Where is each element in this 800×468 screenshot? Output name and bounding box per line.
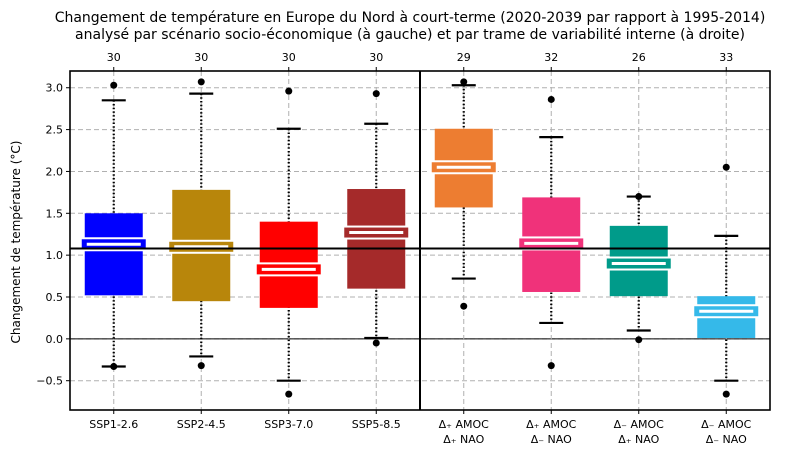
outlier-point	[372, 339, 380, 347]
x-tick-label: Δ₊ AMOC	[439, 418, 490, 431]
x-tick-label: SSP2-4.5	[177, 418, 226, 431]
x-tick-label-line2: Δ₊ NAO	[443, 433, 484, 446]
count-label: 30	[282, 51, 296, 64]
chart-title: Changement de température en Europe du N…	[55, 10, 766, 26]
outlier-point	[285, 87, 293, 95]
y-tick-label: 0.5	[46, 291, 64, 304]
outlier-point	[460, 78, 468, 86]
plot-frame	[69, 70, 771, 411]
outlier-point	[197, 362, 205, 370]
outlier-point	[110, 81, 118, 89]
y-tick-label: 0.0	[46, 333, 64, 346]
count-label: 29	[457, 51, 471, 64]
x-tick-label: Δ₋ AMOC	[701, 418, 752, 431]
x-tick-label: SSP5-8.5	[352, 418, 401, 431]
y-tick-label: 3.0	[46, 82, 64, 95]
x-tick-label-line2: Δ₋ NAO	[531, 433, 572, 446]
count-label: 33	[719, 51, 733, 64]
outlier-point	[635, 336, 643, 344]
y-tick-label: 2.5	[46, 124, 64, 137]
x-tick-label: Δ₋ AMOC	[614, 418, 665, 431]
y-tick-label: −0.5	[36, 375, 63, 388]
outlier-point	[547, 362, 555, 370]
outlier-point	[722, 163, 730, 171]
marks-layer	[70, 78, 770, 398]
axes-layer: −0.5 0.0 0.5 1.0 1.5 2.0 2.5 3.0 30 SSP1-2.6 30 SSP…	[36, 51, 771, 446]
outlier-point	[547, 95, 555, 103]
outlier-point	[460, 302, 468, 310]
x-tick-label: Δ₊ AMOC	[526, 418, 577, 431]
count-label: 30	[107, 51, 121, 64]
x-tick-label: SSP3-7.0	[264, 418, 313, 431]
box-iqr	[84, 213, 143, 296]
outlier-point	[722, 390, 730, 398]
y-axis-label: Changement de température (°C)	[9, 141, 23, 344]
outlier-point	[197, 78, 205, 86]
count-label: 32	[544, 51, 558, 64]
x-tick-label: SSP1-2.6	[89, 418, 138, 431]
x-tick-label-line2: Δ₋ NAO	[706, 433, 747, 446]
outlier-point	[372, 90, 380, 98]
y-tick-label: 2.0	[46, 165, 64, 178]
y-tick-label: 1.5	[46, 207, 64, 220]
count-label: 30	[369, 51, 383, 64]
x-tick-label-line2: Δ₊ NAO	[618, 433, 659, 446]
chart-subtitle: analysé par scénario socio-économique (à…	[75, 27, 745, 43]
outlier-point	[110, 362, 118, 370]
y-tick-label: 1.0	[46, 249, 64, 262]
outlier-point	[285, 390, 293, 398]
count-label: 26	[632, 51, 646, 64]
count-label: 30	[194, 51, 208, 64]
outlier-point	[635, 193, 643, 201]
